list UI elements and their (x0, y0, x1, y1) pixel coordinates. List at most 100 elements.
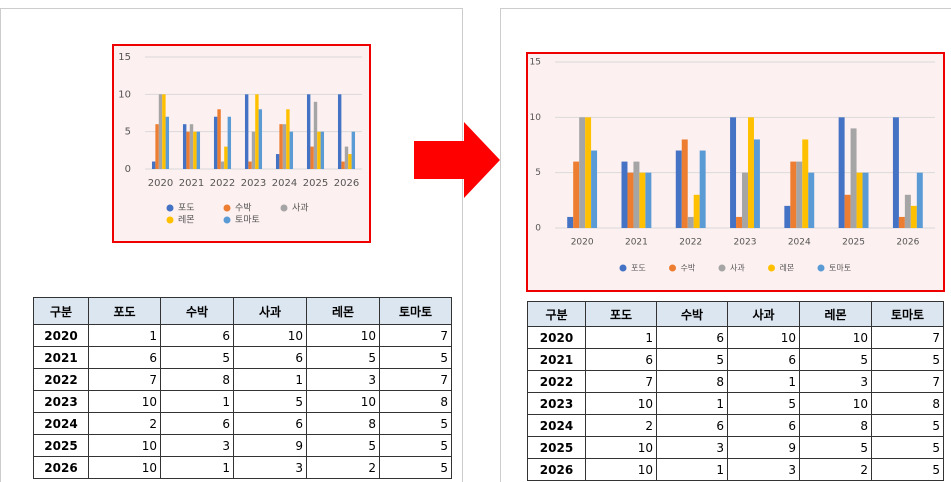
bar (165, 116, 170, 169)
cell: 5 (871, 458, 944, 481)
bar (730, 117, 737, 228)
cell: 2025 (33, 434, 89, 457)
x-tick-label: 2020 (148, 178, 173, 189)
cell: 3 (306, 368, 380, 391)
cell: 3 (160, 434, 234, 457)
cell: 2020 (527, 326, 586, 349)
cell: 8 (306, 412, 380, 435)
bar (687, 216, 694, 228)
header-cell: 사과 (233, 297, 307, 325)
bar (344, 146, 349, 169)
cell: 5 (727, 392, 800, 415)
cell: 1 (160, 456, 234, 479)
y-tick-label: 5 (535, 168, 541, 178)
bar (736, 216, 743, 228)
bar (904, 194, 911, 228)
cell: 7 (379, 324, 452, 347)
bar (675, 150, 682, 228)
cell: 1 (88, 324, 161, 347)
cell: 3 (233, 456, 307, 479)
x-tick-label: 2024 (272, 178, 297, 189)
cell: 6 (160, 324, 234, 347)
cell: 10 (233, 324, 307, 347)
cell: 7 (88, 368, 161, 391)
cell: 2023 (527, 392, 586, 415)
header-cell: 토마토 (871, 301, 944, 327)
cell: 2024 (527, 414, 586, 437)
bar (227, 116, 232, 169)
cell: 2024 (33, 412, 89, 435)
header-cell: 레몬 (799, 301, 872, 327)
legend-marker (280, 204, 288, 212)
cell: 5 (656, 348, 728, 371)
bar (802, 139, 809, 228)
bar (862, 172, 869, 228)
x-tick-label: 2022 (210, 178, 235, 189)
legend-label: 사과 (730, 264, 745, 273)
cell: 5 (871, 414, 944, 437)
cell: 3 (799, 370, 872, 393)
cell: 10 (306, 390, 380, 413)
cell: 1 (160, 390, 234, 413)
bar (313, 101, 318, 169)
cell: 8 (799, 414, 872, 437)
bar (244, 94, 249, 169)
cell: 3 (656, 436, 728, 459)
header-cell: 토마토 (379, 297, 452, 325)
x-tick-label: 2025 (303, 178, 328, 189)
bar (213, 116, 218, 169)
cell: 2020 (33, 324, 89, 347)
cell: 2026 (527, 458, 586, 481)
x-tick-label: 2024 (788, 238, 811, 248)
bar (844, 194, 851, 228)
cell: 5 (379, 346, 452, 369)
cell: 10 (88, 434, 161, 457)
bar (796, 161, 803, 228)
bar (742, 172, 748, 228)
cell: 1 (727, 370, 800, 393)
y-tick-label: 0 (125, 164, 131, 175)
bar (790, 161, 797, 228)
cell: 5 (379, 412, 452, 435)
bar (310, 146, 314, 169)
data-table: 구분 포도 수박 사과 레몬 토마토 2020 1 6 10 10 7 2021 6 5 6 5 5 2022 7 8 1… (527, 301, 944, 481)
legend-label: 수박 (681, 263, 696, 273)
x-tick-label: 2023 (734, 238, 757, 248)
cell: 2023 (33, 390, 89, 413)
bar (747, 117, 754, 228)
y-tick-label: 10 (118, 89, 131, 100)
cell: 7 (871, 326, 944, 349)
bar (255, 94, 259, 169)
cell: 7 (871, 370, 944, 393)
legend-label: 레몬 (780, 264, 795, 273)
legend-marker (166, 216, 174, 224)
bar (320, 131, 325, 169)
cell: 2026 (33, 456, 89, 479)
bar (627, 172, 634, 228)
bar (621, 161, 628, 228)
bar (275, 154, 280, 169)
legend-marker (718, 264, 726, 272)
bar (591, 150, 598, 228)
legend-marker (619, 264, 627, 272)
cell: 2021 (527, 348, 586, 371)
x-tick-label: 2026 (896, 238, 919, 248)
x-tick-label: 2023 (241, 178, 266, 189)
cell: 2 (799, 458, 872, 481)
legend-marker (768, 264, 775, 272)
bar (306, 94, 311, 169)
cell: 2021 (33, 346, 89, 369)
bar (645, 172, 652, 228)
y-tick-label: 5 (125, 127, 131, 138)
bar (639, 172, 646, 228)
x-tick-label: 2025 (842, 238, 865, 248)
cell: 6 (233, 346, 307, 369)
cell: 5 (799, 348, 872, 371)
x-tick-label: 2020 (571, 238, 594, 248)
data-table: 구분 포도 수박 사과 레몬 토마토 2020 1 6 10 10 7 2021 6 5 6 5 5 2022 7 8 1… (33, 297, 452, 479)
cell: 10 (727, 326, 800, 349)
bar (193, 131, 197, 169)
bar (217, 109, 221, 169)
cell: 6 (656, 414, 728, 437)
